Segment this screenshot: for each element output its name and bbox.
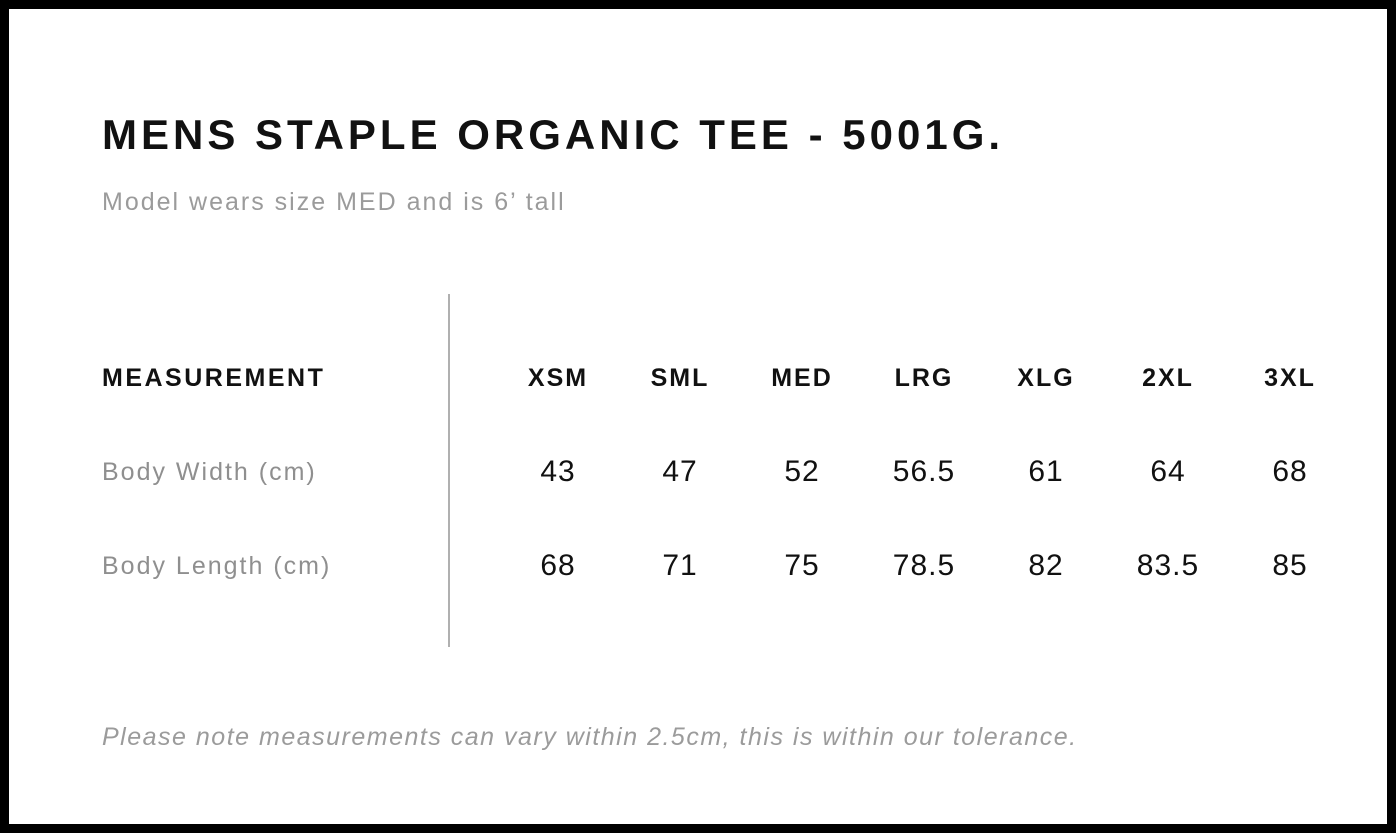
page-title: MENS STAPLE ORGANIC TEE - 5001G. — [102, 111, 1005, 158]
body-width-med: 52 — [784, 455, 820, 488]
body-width-xlg: 61 — [1028, 455, 1064, 488]
size-table: MEASUREMENT XSM SML MED LRG XLG 2XL 3XL … — [102, 331, 1351, 613]
body-length-2xl: 83.5 — [1136, 549, 1200, 582]
body-width-sml: 47 — [662, 455, 698, 488]
tolerance-note: Please note measurements can vary within… — [102, 723, 1078, 751]
body-length-xlg: 82 — [1028, 549, 1064, 582]
row-label-body-width: Body Width (cm) — [102, 457, 317, 486]
column-divider — [448, 294, 450, 647]
body-width-lrg: 56.5 — [892, 455, 956, 488]
body-length-3xl: 85 — [1272, 549, 1308, 582]
size-header-xlg: XLG — [1017, 363, 1075, 392]
body-length-xsm: 68 — [540, 549, 576, 582]
size-header-xsm: XSM — [527, 363, 589, 392]
size-header-med: MED — [771, 363, 833, 392]
body-width-2xl: 64 — [1150, 455, 1186, 488]
body-width-xsm: 43 — [540, 455, 576, 488]
measurement-column-header: MEASUREMENT — [102, 363, 326, 392]
row-label-body-length: Body Length (cm) — [102, 551, 332, 580]
size-header-3xl: 3XL — [1264, 363, 1316, 392]
body-length-sml: 71 — [662, 549, 698, 582]
body-length-med: 75 — [784, 549, 820, 582]
size-header-lrg: LRG — [894, 363, 954, 392]
body-width-3xl: 68 — [1272, 455, 1308, 488]
model-size-note: Model wears size MED and is 6’ tall — [102, 188, 566, 216]
size-header-2xl: 2XL — [1142, 363, 1194, 392]
body-length-lrg: 78.5 — [892, 549, 956, 582]
size-header-sml: SML — [650, 363, 710, 392]
